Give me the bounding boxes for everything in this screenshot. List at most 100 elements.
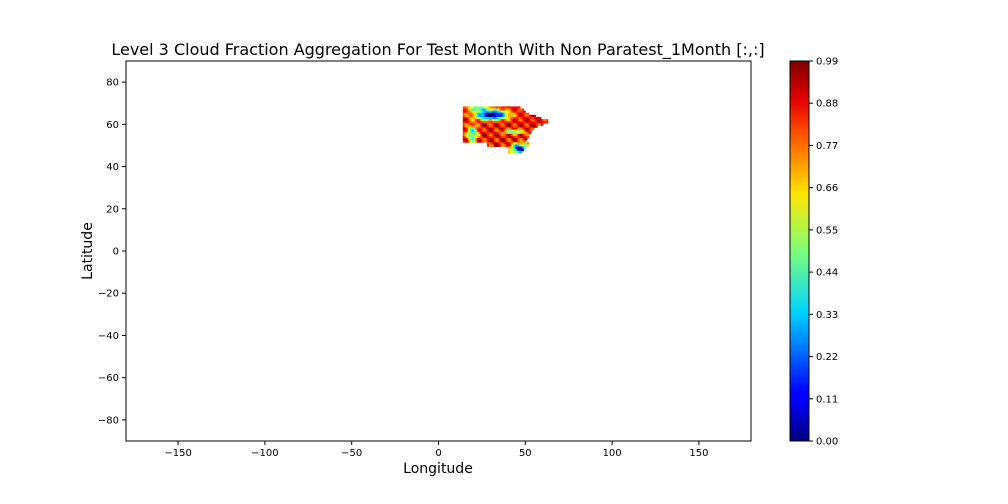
heatmap-cell (462, 114, 465, 118)
heatmap-cell (497, 119, 500, 122)
heatmap-cell (481, 131, 485, 135)
heatmap-cell (490, 106, 493, 109)
heatmap-cell (476, 119, 479, 122)
heatmap-cell (514, 121, 518, 124)
heatmap-cell (527, 125, 530, 128)
heatmap-cell (528, 123, 531, 126)
y-tick-label: 0 (113, 247, 119, 258)
heatmap-cell (497, 112, 500, 116)
heatmap-cell (480, 114, 483, 118)
colorbar-tick-label: 0.33 (816, 310, 838, 321)
x-axis-ticks: −150 −100 −50 0 50 100 150 (164, 441, 708, 459)
heatmap-cell (506, 112, 509, 116)
heatmap-cell (530, 121, 533, 124)
heatmap-cell (513, 106, 516, 109)
heatmap-cell (485, 121, 488, 124)
heatmap-cell (483, 121, 486, 124)
heatmap-cell (487, 138, 490, 141)
heatmap-cell (462, 138, 465, 141)
heatmap-cell (518, 146, 521, 150)
heatmap-cell (495, 138, 498, 141)
heatmap-cell (535, 119, 538, 122)
heatmap-cell (525, 119, 528, 122)
heatmap-cell (506, 116, 509, 120)
x-tick-label: −100 (251, 448, 278, 459)
heatmap-cell (516, 125, 519, 128)
heatmap-cell (488, 127, 491, 131)
heatmap-cell (502, 125, 505, 128)
heatmap-cell (464, 125, 467, 128)
heatmap-cell (480, 133, 483, 137)
heatmap-cell (495, 123, 498, 126)
heatmap-cell (542, 119, 545, 122)
colorbar-tick-label: 0.11 (816, 394, 838, 405)
heatmap-cell (520, 125, 523, 128)
heatmap-cell (502, 121, 505, 124)
heatmap-cell (506, 119, 509, 122)
heatmap-cell (511, 140, 514, 143)
heatmap-cell (501, 129, 504, 133)
y-tick-label: −60 (98, 373, 119, 384)
heatmap-cell (468, 127, 471, 131)
heatmap-cell (495, 127, 498, 131)
heatmap-cell (476, 112, 479, 116)
heatmap-cell (518, 148, 521, 152)
heatmap-cell (514, 123, 518, 126)
heatmap-cell (495, 108, 498, 112)
heatmap-cell (511, 135, 514, 139)
heatmap-cell (481, 112, 485, 116)
heatmap-cell (520, 123, 523, 126)
heatmap-cell (478, 138, 481, 141)
heatmap-cell (507, 138, 511, 141)
heatmap-cell (466, 121, 469, 124)
heatmap-cell (506, 140, 509, 143)
heatmap-cell (462, 133, 465, 137)
heatmap-cell (499, 108, 502, 112)
heatmap-cell (474, 140, 478, 143)
heatmap-cell (494, 114, 497, 118)
heatmap-cell (507, 116, 511, 120)
heatmap-cell (506, 129, 509, 133)
heatmap-cell (535, 123, 538, 126)
heatmap-cell (518, 138, 521, 141)
heatmap-cell (485, 110, 488, 114)
heatmap-cell (492, 121, 495, 124)
heatmap-cell (513, 133, 516, 137)
colorbar-tick-label: 0.00 (816, 437, 838, 448)
heatmap-cell (469, 121, 472, 124)
heatmap-cell (497, 121, 500, 124)
heatmap-cell (504, 112, 507, 116)
heatmap-cell (471, 129, 474, 133)
heatmap-cell (501, 142, 504, 145)
heatmap-cell (518, 119, 521, 122)
heatmap-cell (513, 148, 516, 152)
heatmap-cell (488, 142, 491, 145)
heatmap-cell (497, 142, 500, 145)
colorbar-tick-label: 0.66 (816, 183, 838, 194)
heatmap-cell (481, 140, 485, 143)
heatmap-cell (542, 121, 545, 124)
heatmap-cell (511, 127, 514, 131)
heatmap-cell (466, 138, 469, 141)
heatmap-cell (499, 140, 502, 143)
heatmap-cell (514, 108, 518, 112)
heatmap-cell (468, 129, 471, 133)
heatmap-cell (483, 125, 486, 128)
y-tick-label: 40 (106, 162, 119, 173)
heatmap-cell (481, 106, 485, 109)
heatmap-cell (530, 127, 533, 131)
heatmap-cell (516, 112, 519, 116)
heatmap-cell (480, 108, 483, 112)
heatmap-cell (532, 123, 535, 126)
heatmap-cell (483, 106, 486, 109)
heatmap-cell (513, 140, 516, 143)
heatmap-cell (466, 127, 469, 131)
heatmap-cell (494, 112, 497, 116)
heatmap-cell (521, 114, 524, 118)
heatmap-cell (527, 119, 530, 122)
heatmap-cell (518, 129, 521, 133)
heatmap-cell (488, 131, 491, 135)
heatmap-cell (481, 119, 485, 122)
heatmap-cell (478, 121, 481, 124)
heatmap-cell (474, 114, 478, 118)
